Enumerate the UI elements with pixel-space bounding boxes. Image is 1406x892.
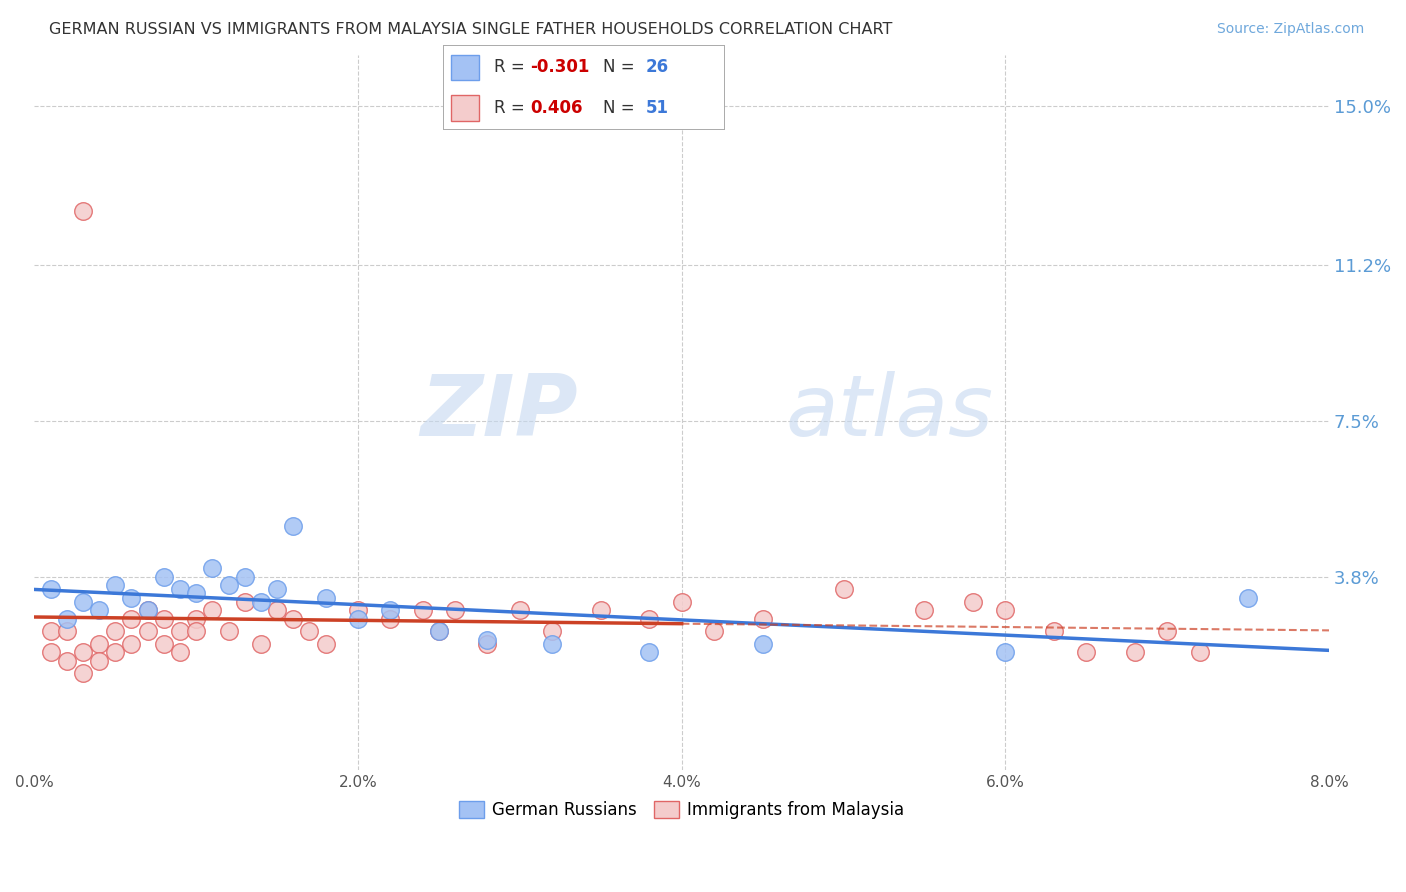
Legend: German Russians, Immigrants from Malaysia: German Russians, Immigrants from Malaysi…: [453, 795, 911, 826]
Text: N =: N =: [603, 99, 640, 117]
Point: [186, 612, 208, 626]
Point: [751, 637, 773, 651]
Point: [186, 624, 208, 639]
Point: [380, 612, 402, 626]
Point: [136, 603, 159, 617]
Point: [283, 612, 305, 626]
Point: [994, 645, 1017, 659]
Point: [218, 624, 240, 639]
Point: [509, 603, 531, 617]
Text: R =: R =: [494, 99, 530, 117]
Text: atlas: atlas: [786, 371, 993, 454]
FancyBboxPatch shape: [451, 95, 479, 120]
Point: [1076, 645, 1098, 659]
Text: ZIP: ZIP: [420, 371, 578, 454]
Point: [233, 569, 256, 583]
Point: [72, 666, 94, 681]
Point: [55, 624, 77, 639]
Point: [250, 595, 273, 609]
Point: [1156, 624, 1178, 639]
Point: [87, 603, 110, 617]
Point: [201, 561, 224, 575]
Point: [638, 645, 661, 659]
Point: [912, 603, 935, 617]
Point: [87, 654, 110, 668]
Text: Source: ZipAtlas.com: Source: ZipAtlas.com: [1216, 22, 1364, 37]
Point: [153, 637, 176, 651]
Text: 0.406: 0.406: [530, 99, 582, 117]
Point: [218, 578, 240, 592]
Point: [121, 637, 143, 651]
Point: [671, 595, 693, 609]
Point: [298, 624, 321, 639]
Point: [201, 603, 224, 617]
Point: [541, 624, 564, 639]
Point: [72, 595, 94, 609]
Point: [153, 569, 176, 583]
Point: [427, 624, 450, 639]
Point: [444, 603, 467, 617]
Point: [266, 603, 288, 617]
Point: [121, 591, 143, 605]
Point: [233, 595, 256, 609]
Point: [72, 645, 94, 659]
Point: [994, 603, 1017, 617]
Point: [169, 582, 191, 597]
Point: [266, 582, 288, 597]
Point: [136, 603, 159, 617]
Point: [347, 603, 370, 617]
Point: [477, 637, 499, 651]
Point: [962, 595, 984, 609]
Point: [1123, 645, 1146, 659]
Text: GERMAN RUSSIAN VS IMMIGRANTS FROM MALAYSIA SINGLE FATHER HOUSEHOLDS CORRELATION : GERMAN RUSSIAN VS IMMIGRANTS FROM MALAYS…: [49, 22, 893, 37]
Point: [104, 578, 127, 592]
Point: [169, 645, 191, 659]
Point: [1188, 645, 1211, 659]
Point: [104, 645, 127, 659]
Point: [427, 624, 450, 639]
Point: [380, 603, 402, 617]
Text: -0.301: -0.301: [530, 59, 589, 77]
Point: [72, 203, 94, 218]
Point: [104, 624, 127, 639]
Point: [169, 624, 191, 639]
Point: [39, 645, 62, 659]
Point: [832, 582, 855, 597]
Point: [589, 603, 612, 617]
Text: N =: N =: [603, 59, 640, 77]
Text: 51: 51: [645, 99, 668, 117]
Point: [638, 612, 661, 626]
Point: [39, 582, 62, 597]
Point: [347, 612, 370, 626]
Text: R =: R =: [494, 59, 530, 77]
Point: [121, 612, 143, 626]
Point: [541, 637, 564, 651]
Point: [1237, 591, 1260, 605]
Point: [412, 603, 434, 617]
Point: [751, 612, 773, 626]
Text: 26: 26: [645, 59, 668, 77]
Point: [55, 612, 77, 626]
Point: [315, 591, 337, 605]
Point: [315, 637, 337, 651]
Point: [153, 612, 176, 626]
Point: [39, 624, 62, 639]
Point: [87, 637, 110, 651]
Point: [136, 624, 159, 639]
Point: [186, 586, 208, 600]
Point: [1043, 624, 1066, 639]
Point: [477, 632, 499, 647]
Point: [55, 654, 77, 668]
Point: [703, 624, 725, 639]
FancyBboxPatch shape: [451, 54, 479, 80]
Point: [283, 519, 305, 533]
Point: [250, 637, 273, 651]
